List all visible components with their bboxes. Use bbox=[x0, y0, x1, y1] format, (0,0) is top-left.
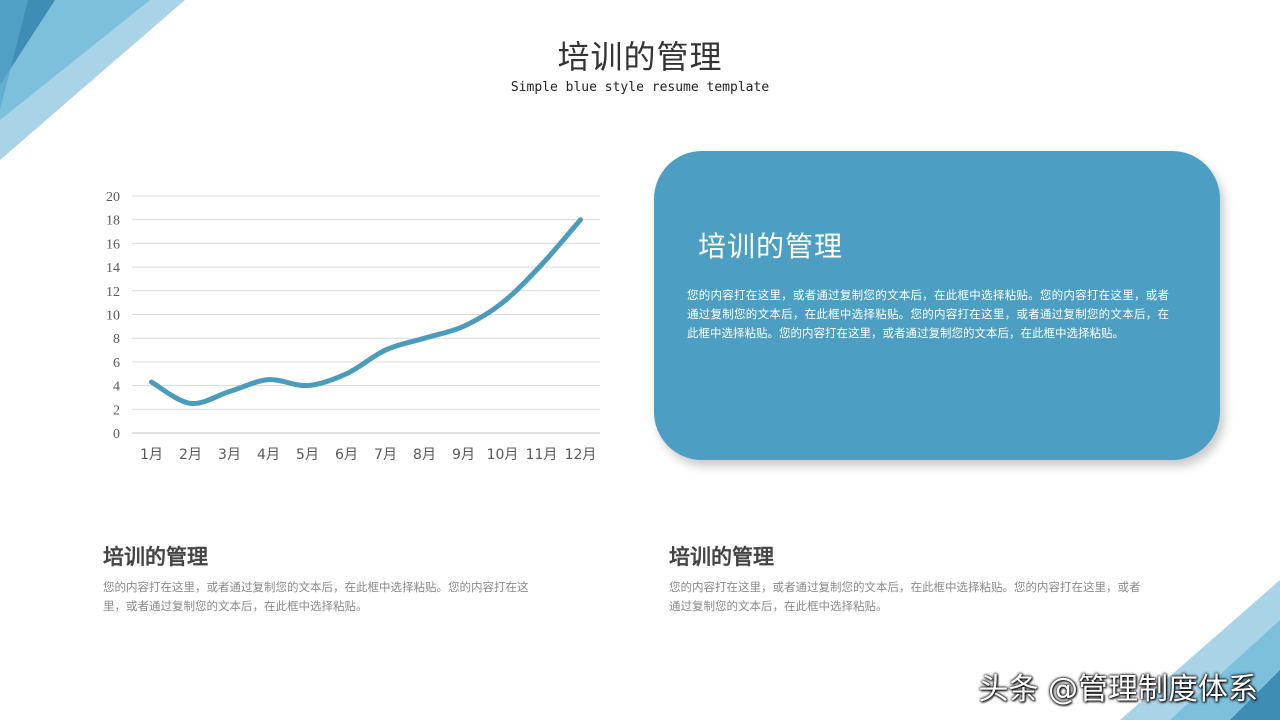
card-title: 培训的管理 bbox=[698, 230, 844, 263]
x-tick-label: 1月 bbox=[140, 447, 163, 463]
x-tick-label: 2月 bbox=[179, 447, 202, 463]
y-tick-label: 0 bbox=[113, 427, 120, 442]
x-tick-label: 7月 bbox=[374, 447, 397, 463]
x-tick-label: 9月 bbox=[452, 447, 475, 463]
line-chart: 0 2 4 6 8 10 12 14 16 18 20 1月 2月 3月 4月 5月 6月 7月 8月 9月 10月 11… bbox=[106, 190, 600, 463]
page-subtitle: Simple blue style resume template bbox=[510, 80, 770, 95]
y-tick-label: 14 bbox=[106, 261, 120, 276]
corner-decoration-top-left bbox=[0, 0, 185, 160]
watermark: 头条 @管理制度体系 bbox=[978, 672, 1258, 707]
x-tick-label: 11月 bbox=[526, 447, 558, 463]
block-title-left: 培训的管理 bbox=[103, 544, 208, 569]
y-tick-label: 20 bbox=[106, 190, 120, 205]
card-body: 您的内容打在这里，或者通过复制您的文本后，在此框中选择粘贴。您的内容打在这里，或… bbox=[687, 288, 1169, 340]
y-tick-label: 12 bbox=[106, 285, 120, 300]
y-tick-label: 6 bbox=[113, 356, 120, 371]
page-title: 培训的管理 bbox=[557, 38, 723, 76]
x-tick-label: 8月 bbox=[413, 447, 436, 463]
block-body-left: 您的内容打在这里，或者通过复制您的文本后，在此框中选择粘贴。您的内容打在这里，或… bbox=[103, 580, 529, 613]
block-body-right: 您的内容打在这里，或者通过复制您的文本后，在此框中选择粘贴。您的内容打在这里，或… bbox=[669, 580, 1141, 613]
y-tick-label: 16 bbox=[106, 237, 120, 252]
y-tick-label: 8 bbox=[113, 332, 120, 347]
y-tick-label: 4 bbox=[113, 380, 120, 395]
x-tick-label: 3月 bbox=[218, 447, 241, 463]
x-tick-label: 4月 bbox=[257, 447, 280, 463]
highlight-card: 培训的管理 您的内容打在这里，或者通过复制您的文本后，在此框中选择粘贴。您的内容… bbox=[654, 151, 1220, 460]
corner-decoration-bottom-right bbox=[1120, 580, 1280, 720]
y-tick-label: 2 bbox=[113, 403, 120, 418]
y-tick-label: 10 bbox=[106, 309, 120, 324]
x-tick-label: 5月 bbox=[296, 447, 319, 463]
series-line bbox=[149, 217, 583, 406]
block-title-right: 培训的管理 bbox=[669, 544, 774, 569]
x-tick-label: 10月 bbox=[487, 447, 519, 463]
y-tick-label: 18 bbox=[106, 214, 120, 229]
x-tick-label: 6月 bbox=[335, 447, 358, 463]
x-tick-label: 12月 bbox=[565, 447, 597, 463]
